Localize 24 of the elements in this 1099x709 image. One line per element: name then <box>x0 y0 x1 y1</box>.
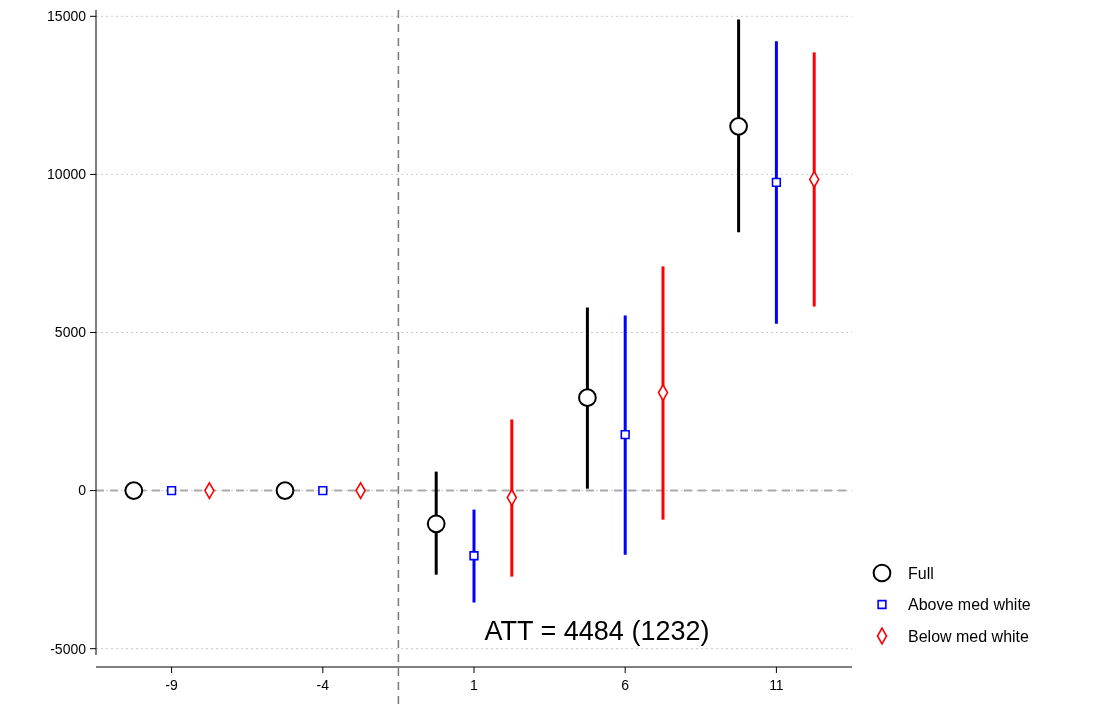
x-tick-label: -9 <box>165 677 179 693</box>
y-tick-label: 5000 <box>54 324 87 341</box>
x-tick-label: 11 <box>769 677 784 693</box>
legend-label: Full <box>908 564 934 582</box>
y-tick-label: 0 <box>78 482 87 499</box>
y-tick-label: 15000 <box>47 8 87 25</box>
y-tick-label: -5000 <box>50 640 87 657</box>
x-tick-label: -4 <box>316 677 330 693</box>
point <box>275 481 295 500</box>
y-tick-label: 10000 <box>47 166 87 183</box>
point <box>124 481 144 500</box>
legend-label: Above med white <box>908 596 1031 614</box>
x-tick-label: 1 <box>470 677 479 693</box>
x-tick-label: 6 <box>621 677 630 693</box>
point <box>166 485 177 496</box>
point <box>771 177 782 187</box>
point <box>620 429 630 440</box>
legend-label: Below med white <box>908 627 1030 645</box>
point <box>318 485 328 496</box>
point <box>469 551 479 561</box>
point <box>578 388 597 407</box>
point <box>729 117 748 136</box>
annotation: ATT = 4484 (1232) <box>484 616 710 646</box>
point <box>426 514 446 534</box>
